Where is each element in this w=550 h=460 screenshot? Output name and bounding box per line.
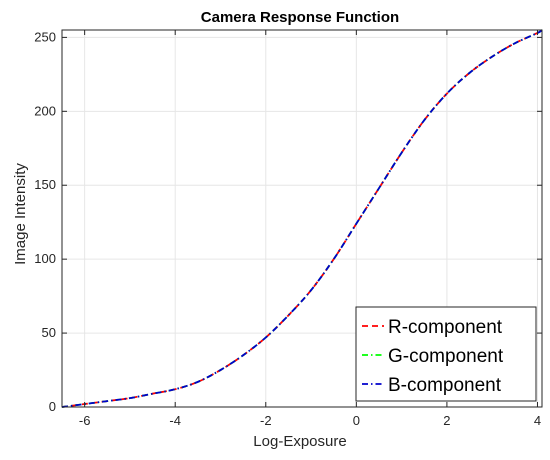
legend-label-b-component: B-component — [388, 375, 502, 396]
y-tick-label: 50 — [42, 325, 56, 340]
y-axis-label: Image Intensity — [12, 163, 29, 265]
y-tick-label: 100 — [34, 251, 56, 266]
legend-label-g-component: G-component — [388, 346, 504, 367]
x-tick-label: -6 — [79, 413, 91, 428]
x-tick-label: -2 — [260, 413, 272, 428]
y-tick-label: 200 — [34, 103, 56, 118]
series-line-b-component — [61, 29, 543, 408]
legend-box — [355, 306, 537, 402]
y-tick-label: 0 — [49, 399, 56, 414]
legend-label-r-component: R-component — [388, 317, 503, 338]
legend: R-component G-component B-component — [355, 306, 537, 402]
x-tick-label: -4 — [169, 413, 181, 428]
y-tick-label: 250 — [34, 29, 56, 44]
y-tick-label: 150 — [34, 177, 56, 192]
series-layer — [61, 29, 543, 408]
x-tick-label: 2 — [443, 413, 450, 428]
plot-frame — [61, 29, 543, 408]
chart-title: Camera Response Function — [201, 9, 399, 26]
x-tick-label: 4 — [534, 413, 541, 428]
x-axis-label: Log-Exposure — [253, 433, 346, 450]
ticks: -6 -4 -2 0 2 4 0 50 100 150 200 250 — [34, 29, 542, 428]
x-tick-label: 0 — [353, 413, 360, 428]
